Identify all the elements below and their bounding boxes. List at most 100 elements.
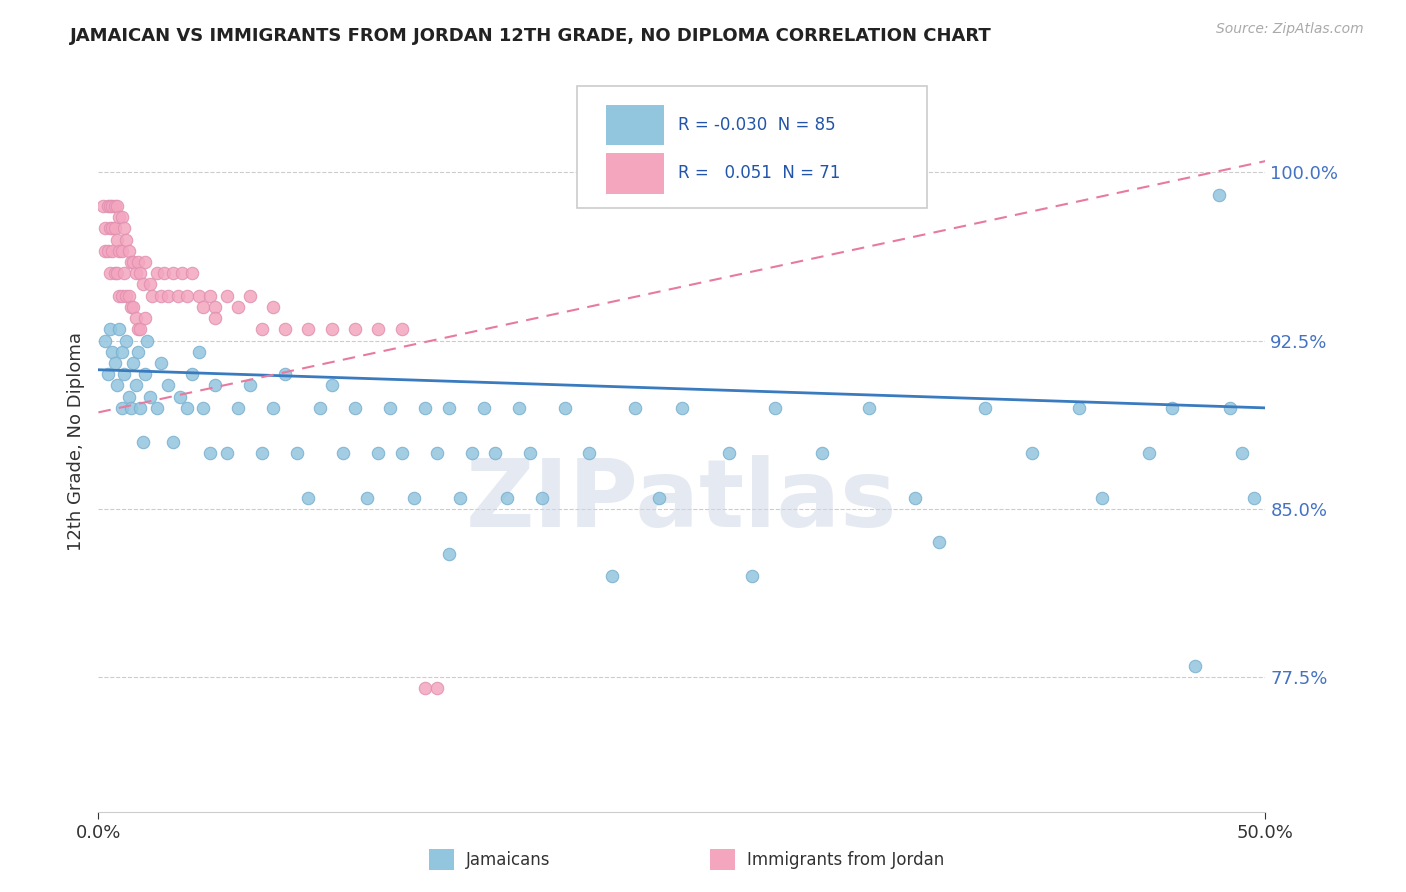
- Point: [112, 266, 135, 280]
- Point: [530, 491, 553, 505]
- Point: [508, 401, 530, 415]
- Point: [134, 255, 156, 269]
- Point: [118, 390, 141, 404]
- Point: [228, 300, 250, 314]
- Point: [115, 289, 138, 303]
- Point: [974, 401, 997, 415]
- Point: [125, 266, 148, 280]
- Point: [204, 378, 226, 392]
- Point: [1021, 446, 1043, 460]
- Point: [97, 199, 120, 213]
- Bar: [710, 849, 735, 871]
- Point: [108, 244, 131, 258]
- Point: [152, 266, 174, 280]
- Point: [125, 311, 148, 326]
- Point: [437, 547, 460, 561]
- Point: [554, 401, 576, 415]
- Point: [1184, 659, 1206, 673]
- Point: [176, 289, 198, 303]
- Point: [127, 255, 149, 269]
- Point: [108, 322, 131, 336]
- Point: [146, 401, 169, 415]
- Point: [139, 277, 162, 292]
- Point: [741, 569, 763, 583]
- Text: Jamaicans: Jamaicans: [465, 851, 550, 869]
- Point: [262, 300, 284, 314]
- Point: [193, 300, 215, 314]
- Point: [297, 491, 319, 505]
- Point: [118, 289, 141, 303]
- Point: [200, 446, 222, 460]
- Point: [356, 491, 378, 505]
- Point: [437, 401, 460, 415]
- Point: [413, 681, 436, 696]
- Point: [519, 446, 541, 460]
- FancyBboxPatch shape: [576, 87, 927, 209]
- Point: [928, 535, 950, 549]
- Point: [94, 221, 117, 235]
- Point: [215, 446, 238, 460]
- Point: [426, 681, 449, 696]
- Point: [127, 344, 149, 359]
- Point: [402, 491, 425, 505]
- Point: [120, 401, 142, 415]
- Point: [101, 221, 124, 235]
- Point: [332, 446, 354, 460]
- Point: [600, 569, 623, 583]
- Point: [111, 344, 134, 359]
- Point: [98, 322, 121, 336]
- Point: [647, 491, 669, 505]
- Point: [1219, 401, 1241, 415]
- Point: [157, 289, 180, 303]
- Point: [811, 446, 834, 460]
- Point: [94, 244, 117, 258]
- Point: [97, 244, 120, 258]
- Point: [139, 390, 162, 404]
- Point: [108, 210, 131, 224]
- Point: [122, 255, 145, 269]
- Point: [101, 199, 124, 213]
- Point: [321, 378, 343, 392]
- Point: [150, 356, 173, 370]
- Point: [98, 199, 121, 213]
- Point: [193, 401, 215, 415]
- Point: [367, 446, 389, 460]
- Point: [120, 300, 142, 314]
- Point: [1230, 446, 1253, 460]
- Point: [111, 401, 134, 415]
- Point: [104, 199, 127, 213]
- Text: Source: ZipAtlas.com: Source: ZipAtlas.com: [1216, 22, 1364, 37]
- Point: [101, 244, 124, 258]
- Point: [250, 322, 273, 336]
- Text: R =   0.051  N = 71: R = 0.051 N = 71: [679, 164, 841, 182]
- Point: [1243, 491, 1265, 505]
- Point: [134, 368, 156, 382]
- Point: [274, 322, 297, 336]
- Point: [111, 289, 134, 303]
- Point: [367, 322, 389, 336]
- Point: [162, 266, 184, 280]
- Point: [1091, 491, 1114, 505]
- Point: [157, 378, 180, 392]
- Point: [129, 266, 152, 280]
- Point: [115, 233, 138, 247]
- Point: [274, 368, 297, 382]
- Point: [187, 289, 209, 303]
- Point: [426, 446, 449, 460]
- Point: [763, 401, 786, 415]
- Point: [108, 289, 131, 303]
- Point: [671, 401, 693, 415]
- Point: [125, 378, 148, 392]
- Point: [132, 277, 155, 292]
- Point: [101, 344, 124, 359]
- Point: [104, 266, 127, 280]
- Point: [111, 210, 134, 224]
- Point: [1137, 446, 1160, 460]
- Text: R = -0.030  N = 85: R = -0.030 N = 85: [679, 116, 837, 134]
- Point: [858, 401, 880, 415]
- Point: [717, 446, 740, 460]
- Point: [187, 344, 209, 359]
- Point: [150, 289, 173, 303]
- Point: [1208, 187, 1230, 202]
- Point: [98, 221, 121, 235]
